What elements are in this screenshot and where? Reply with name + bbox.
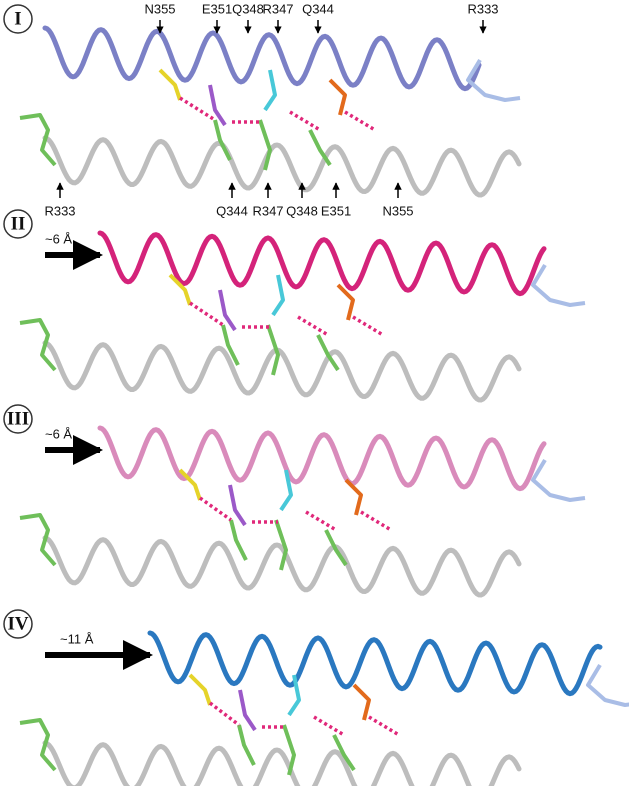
- h-bond: [352, 315, 384, 337]
- side-chain: [19, 113, 57, 167]
- side-chain: [188, 673, 212, 706]
- side-chain: [208, 84, 227, 127]
- side-chain: [228, 484, 247, 527]
- helix: [42, 25, 482, 92]
- side-chain: [19, 718, 57, 772]
- residue-label: E351: [202, 1, 232, 16]
- residue-label: Q344: [302, 1, 334, 16]
- side-chain: [352, 683, 371, 721]
- residue-label: R347: [262, 1, 293, 16]
- helix: [42, 740, 522, 786]
- side-chain: [19, 513, 57, 567]
- side-chain: [158, 68, 182, 101]
- side-chain: [308, 129, 332, 167]
- h-bond: [189, 301, 224, 327]
- shift-label: ~6 Å: [45, 231, 72, 246]
- side-chain: [274, 519, 288, 571]
- side-chain: [263, 69, 277, 112]
- side-chain: [213, 119, 232, 161]
- side-chain: [344, 478, 363, 516]
- h-bond: [208, 701, 241, 727]
- h-bond: [297, 315, 329, 337]
- h-bond: [344, 110, 376, 132]
- h-bond: [289, 110, 321, 132]
- side-chain: [531, 458, 586, 502]
- side-chain: [328, 78, 347, 116]
- side-chain: [258, 119, 272, 171]
- side-chain: [266, 324, 280, 376]
- side-chain: [279, 469, 293, 512]
- h-bond: [305, 510, 337, 532]
- helix: [147, 630, 603, 697]
- shift-label: ~11 Å: [60, 631, 94, 646]
- side-chain: [168, 273, 192, 306]
- helix: [42, 135, 522, 198]
- panel-label: III: [7, 408, 29, 429]
- side-chain: [221, 324, 240, 366]
- side-chain: [271, 274, 285, 317]
- residue-label: N355: [144, 1, 175, 16]
- side-chain: [218, 289, 237, 332]
- helix: [42, 535, 522, 598]
- panel-label: II: [11, 213, 26, 234]
- side-chain: [238, 689, 257, 732]
- panel-label: IV: [7, 613, 28, 634]
- panel-label: I: [14, 8, 21, 29]
- shift-label: ~6 Å: [45, 426, 72, 441]
- panel-badge: [3, 404, 33, 434]
- residue-label: R333: [467, 1, 498, 16]
- residue-label: N355: [382, 203, 413, 218]
- residue-label: Q348: [286, 203, 318, 218]
- helix: [97, 230, 547, 297]
- panel-badge: [3, 4, 33, 34]
- panel-badge: [3, 609, 33, 639]
- helices: [42, 25, 603, 786]
- side-chain: [466, 58, 521, 102]
- h-bond: [360, 510, 392, 532]
- side-chain: [237, 724, 256, 766]
- side-chains: [19, 58, 629, 776]
- residue-label: E351: [321, 203, 351, 218]
- side-chain: [332, 734, 356, 772]
- side-chain: [336, 283, 355, 321]
- h-bond: [368, 715, 400, 737]
- helix: [97, 425, 547, 492]
- side-chain: [324, 529, 348, 567]
- side-chain: [229, 519, 248, 561]
- h-bond: [198, 496, 233, 522]
- side-chain: [586, 663, 629, 707]
- side-chain: [531, 263, 586, 307]
- residue-label: Q344: [216, 203, 248, 218]
- side-chain: [287, 674, 301, 717]
- residue-label: R333: [44, 203, 75, 218]
- h-bond: [179, 96, 216, 122]
- panel-badge: [3, 209, 33, 239]
- side-chain: [316, 334, 340, 372]
- side-chain: [178, 468, 202, 501]
- residue-label: Q348: [232, 1, 264, 16]
- helix: [42, 340, 522, 403]
- side-chain: [19, 318, 57, 372]
- residue-label: R347: [252, 203, 283, 218]
- h-bond: [313, 715, 345, 737]
- side-chain: [282, 724, 296, 776]
